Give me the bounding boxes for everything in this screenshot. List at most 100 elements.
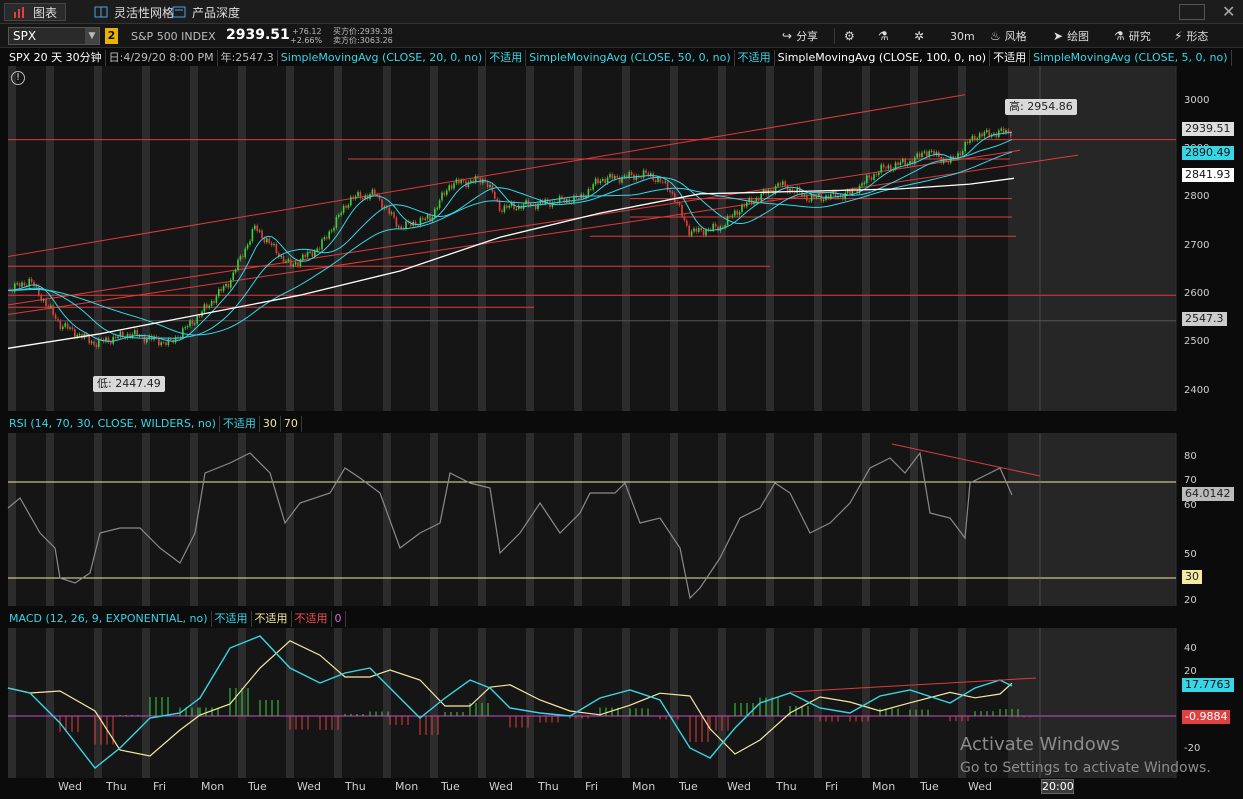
- candle-body: [1002, 128, 1005, 134]
- flask-button[interactable]: ⚗: [874, 27, 893, 45]
- style-button[interactable]: ♨ 风格: [986, 27, 1031, 45]
- session-band: [150, 433, 190, 606]
- candle-body: [141, 335, 143, 337]
- candle-body: [897, 162, 899, 165]
- candle-body: [357, 192, 359, 197]
- patterns-button[interactable]: ⚡ 形态: [1170, 27, 1212, 45]
- candle-body: [1010, 132, 1012, 137]
- drawing-button[interactable]: ➤ 绘图: [1049, 27, 1093, 45]
- candle-body: [760, 193, 762, 201]
- restore-window-button[interactable]: [1179, 4, 1205, 20]
- share-button[interactable]: ↪ 分享: [778, 27, 822, 45]
- rsi-value-tag: 64.0142: [1182, 487, 1234, 501]
- tab-chart-label: 图表: [33, 5, 58, 20]
- candle-body: [616, 176, 618, 178]
- chart-settings-button[interactable]: ⚙: [840, 27, 859, 45]
- session-band: [574, 66, 582, 411]
- timeframe-button[interactable]: 30m: [946, 27, 979, 45]
- session-band: [46, 66, 54, 411]
- sma100-label[interactable]: SimpleMovingAvg (CLOSE, 100, 0, no): [775, 50, 991, 66]
- macd-divergence-line: [789, 677, 1037, 693]
- candle-body: [304, 254, 306, 257]
- candle-body: [930, 150, 933, 152]
- session-band: [198, 66, 238, 411]
- day-label: Thu: [776, 780, 797, 793]
- rsi-legend: RSI (14, 70, 30, CLOSE, WILDERS, no) 不适用…: [6, 416, 302, 432]
- macd-name[interactable]: MACD (12, 26, 9, EXPONENTIAL, no): [6, 611, 212, 627]
- candle-body: [208, 305, 210, 308]
- candle-body: [45, 299, 47, 307]
- session-band: [574, 628, 582, 778]
- candle-body: [18, 283, 21, 287]
- chevron-down-icon[interactable]: ▼: [85, 28, 99, 44]
- rsi-chart[interactable]: [0, 433, 1243, 606]
- candle-body: [798, 187, 801, 193]
- candle-body: [671, 191, 674, 194]
- session-band: [718, 66, 726, 411]
- day-label: Tue: [441, 780, 460, 793]
- session-band: [910, 628, 918, 778]
- candle-body: [388, 207, 390, 214]
- candle-body: [376, 194, 378, 196]
- candle-body: [422, 218, 424, 220]
- studies-button[interactable]: ⚗ 研究: [1110, 27, 1155, 45]
- candle-body: [88, 335, 90, 344]
- alert-icon[interactable]: !: [11, 71, 25, 85]
- candle-body: [273, 244, 275, 246]
- cursor-icon: ➤: [1053, 29, 1064, 43]
- session-band: [526, 433, 534, 606]
- session-band: [534, 66, 574, 411]
- candle-body: [921, 152, 923, 157]
- rsi-name[interactable]: RSI (14, 70, 30, CLOSE, WILDERS, no): [6, 416, 220, 432]
- rsi-axis-label: 70: [1184, 475, 1197, 486]
- candle-body: [443, 192, 446, 195]
- candle-body: [820, 194, 822, 201]
- candle-body: [230, 279, 232, 288]
- candle-body: [28, 278, 30, 287]
- session-band: [966, 66, 1008, 411]
- candle-body: [741, 205, 743, 212]
- day-label: Fri: [825, 780, 839, 793]
- macd-na1: 不适用: [212, 611, 252, 627]
- rsi-axis-label: 50: [1184, 549, 1197, 560]
- tab-flex-grid[interactable]: 灵活性网格: [86, 3, 182, 21]
- candle-body: [431, 217, 434, 221]
- session-band: [910, 433, 918, 606]
- sma5-label[interactable]: SimpleMovingAvg (CLOSE, 5, 0, no): [1030, 50, 1232, 66]
- price-axis-label: 3000: [1184, 95, 1210, 106]
- session-band: [534, 433, 574, 606]
- day-label: Mon: [632, 780, 656, 793]
- close-icon[interactable]: ✕: [1222, 2, 1236, 21]
- candle-body: [467, 182, 470, 188]
- session-band: [478, 66, 486, 411]
- candle-body: [138, 335, 141, 337]
- candle-body: [340, 212, 342, 215]
- link-group-badge[interactable]: 2: [105, 28, 118, 44]
- candle-body: [347, 205, 350, 208]
- candle-body: [729, 216, 731, 218]
- session-band: [430, 433, 438, 606]
- session-band: [142, 433, 150, 606]
- candle-body: [234, 270, 237, 273]
- candle-body: [381, 199, 383, 209]
- symbol-input[interactable]: SPX ▼: [8, 27, 100, 45]
- session-band: [54, 628, 94, 778]
- candle-body: [210, 301, 213, 306]
- sma50-label[interactable]: SimpleMovingAvg (CLOSE, 50, 0, no): [526, 50, 735, 66]
- candle-body: [880, 164, 882, 173]
- candle-body: [239, 256, 242, 260]
- day-label: Thu: [106, 780, 127, 793]
- candle-body: [738, 211, 741, 215]
- session-band: [966, 433, 1008, 606]
- session-band: [16, 433, 46, 606]
- macd-chart[interactable]: [0, 628, 1243, 778]
- sma100-tag: 2841.93: [1182, 168, 1234, 182]
- gear-button[interactable]: ✲: [910, 27, 928, 45]
- tab-depth[interactable]: 产品深度: [164, 3, 248, 21]
- tab-chart[interactable]: 图表: [4, 3, 67, 21]
- candle-body: [928, 151, 930, 157]
- price-chart[interactable]: [0, 66, 1243, 411]
- sma20-label[interactable]: SimpleMovingAvg (CLOSE, 20, 0, no): [278, 50, 487, 66]
- activation-watermark-title: Activate Windows: [960, 734, 1120, 755]
- candle-body: [808, 200, 810, 202]
